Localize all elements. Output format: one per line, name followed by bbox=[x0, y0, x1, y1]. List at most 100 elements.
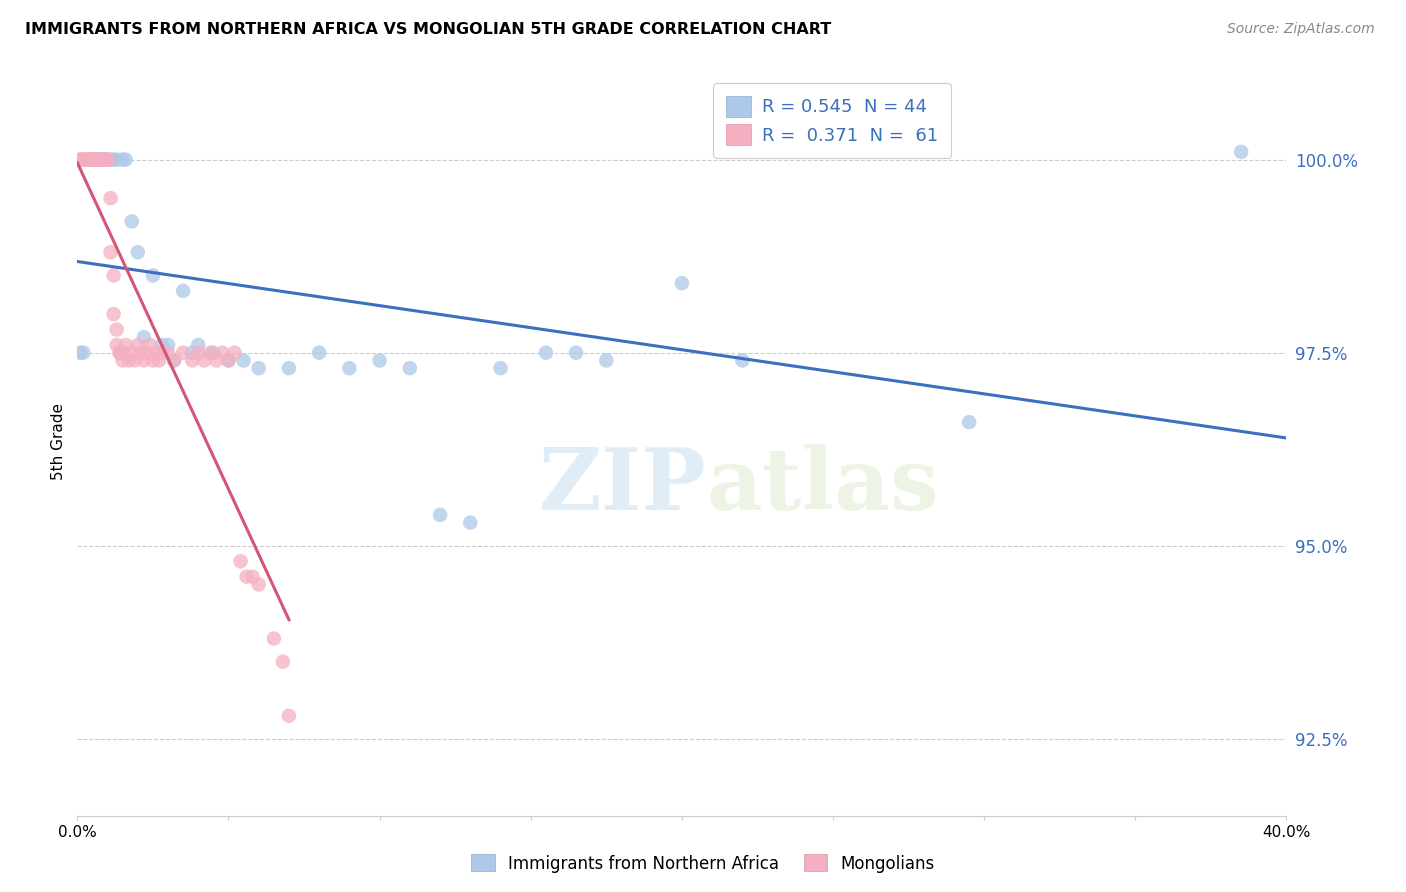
Point bbox=[100, 191, 122, 205]
Point bbox=[121, 214, 143, 228]
Point bbox=[278, 708, 301, 723]
Point bbox=[232, 353, 254, 368]
Point bbox=[139, 338, 162, 352]
Point bbox=[96, 153, 118, 167]
Point bbox=[69, 345, 91, 359]
Point bbox=[127, 338, 149, 352]
Point bbox=[96, 153, 118, 167]
Point bbox=[121, 345, 143, 359]
Point bbox=[114, 153, 136, 167]
Point bbox=[93, 153, 115, 167]
Legend: Immigrants from Northern Africa, Mongolians: Immigrants from Northern Africa, Mongoli… bbox=[464, 847, 942, 880]
Point bbox=[172, 345, 194, 359]
Point bbox=[671, 276, 693, 290]
Point bbox=[69, 153, 91, 167]
Point bbox=[103, 307, 125, 321]
Point bbox=[163, 353, 186, 368]
Point bbox=[100, 245, 122, 260]
Point bbox=[534, 345, 557, 359]
Point bbox=[157, 338, 180, 352]
Point bbox=[368, 353, 391, 368]
Y-axis label: 5th Grade: 5th Grade bbox=[51, 403, 66, 480]
Point bbox=[145, 345, 167, 359]
Point bbox=[72, 153, 94, 167]
Point bbox=[595, 353, 617, 368]
Point bbox=[187, 338, 209, 352]
Point bbox=[82, 153, 104, 167]
Point bbox=[111, 153, 134, 167]
Point bbox=[172, 284, 194, 298]
Point bbox=[84, 153, 107, 167]
Point bbox=[205, 353, 228, 368]
Point bbox=[105, 322, 128, 336]
Point bbox=[84, 153, 107, 167]
Text: atlas: atlas bbox=[706, 444, 939, 528]
Point bbox=[211, 345, 233, 359]
Text: Source: ZipAtlas.com: Source: ZipAtlas.com bbox=[1227, 22, 1375, 37]
Point bbox=[458, 516, 481, 530]
Point bbox=[242, 570, 264, 584]
Point bbox=[108, 345, 131, 359]
Point bbox=[218, 353, 240, 368]
Point bbox=[957, 415, 980, 429]
Point bbox=[429, 508, 451, 522]
Point bbox=[103, 268, 125, 283]
Point bbox=[96, 153, 118, 167]
Point bbox=[124, 353, 146, 368]
Point bbox=[731, 353, 754, 368]
Point bbox=[103, 153, 125, 167]
Point bbox=[79, 153, 101, 167]
Point bbox=[163, 353, 186, 368]
Point bbox=[181, 353, 204, 368]
Point bbox=[142, 268, 165, 283]
Point bbox=[105, 153, 128, 167]
Point bbox=[565, 345, 588, 359]
Point bbox=[79, 153, 101, 167]
Point bbox=[79, 153, 101, 167]
Point bbox=[193, 353, 215, 368]
Point bbox=[111, 353, 134, 368]
Point bbox=[150, 345, 173, 359]
Point bbox=[135, 345, 157, 359]
Point bbox=[114, 338, 136, 352]
Point bbox=[90, 153, 112, 167]
Point bbox=[87, 153, 110, 167]
Point bbox=[308, 345, 330, 359]
Point bbox=[127, 245, 149, 260]
Point bbox=[132, 353, 155, 368]
Point bbox=[218, 353, 240, 368]
Point bbox=[148, 353, 170, 368]
Point bbox=[157, 345, 180, 359]
Point bbox=[399, 361, 422, 376]
Text: IMMIGRANTS FROM NORTHERN AFRICA VS MONGOLIAN 5TH GRADE CORRELATION CHART: IMMIGRANTS FROM NORTHERN AFRICA VS MONGO… bbox=[25, 22, 831, 37]
Point bbox=[187, 345, 209, 359]
Point bbox=[93, 153, 115, 167]
Point bbox=[111, 345, 134, 359]
Point bbox=[247, 577, 270, 591]
Point bbox=[72, 345, 94, 359]
Legend: R = 0.545  N = 44, R =  0.371  N =  61: R = 0.545 N = 44, R = 0.371 N = 61 bbox=[713, 84, 950, 158]
Point bbox=[87, 153, 110, 167]
Point bbox=[150, 338, 173, 352]
Point bbox=[181, 345, 204, 359]
Point bbox=[90, 153, 112, 167]
Point bbox=[75, 153, 97, 167]
Point bbox=[229, 554, 252, 568]
Point bbox=[271, 655, 294, 669]
Point bbox=[72, 153, 94, 167]
Point bbox=[1230, 145, 1253, 159]
Point bbox=[224, 345, 246, 359]
Point bbox=[247, 361, 270, 376]
Point bbox=[75, 153, 97, 167]
Point bbox=[278, 361, 301, 376]
Point bbox=[489, 361, 512, 376]
Point bbox=[108, 345, 131, 359]
Point bbox=[202, 345, 225, 359]
Point bbox=[90, 153, 112, 167]
Point bbox=[263, 632, 285, 646]
Point bbox=[129, 345, 152, 359]
Point bbox=[69, 153, 91, 167]
Point bbox=[84, 153, 107, 167]
Point bbox=[82, 153, 104, 167]
Point bbox=[87, 153, 110, 167]
